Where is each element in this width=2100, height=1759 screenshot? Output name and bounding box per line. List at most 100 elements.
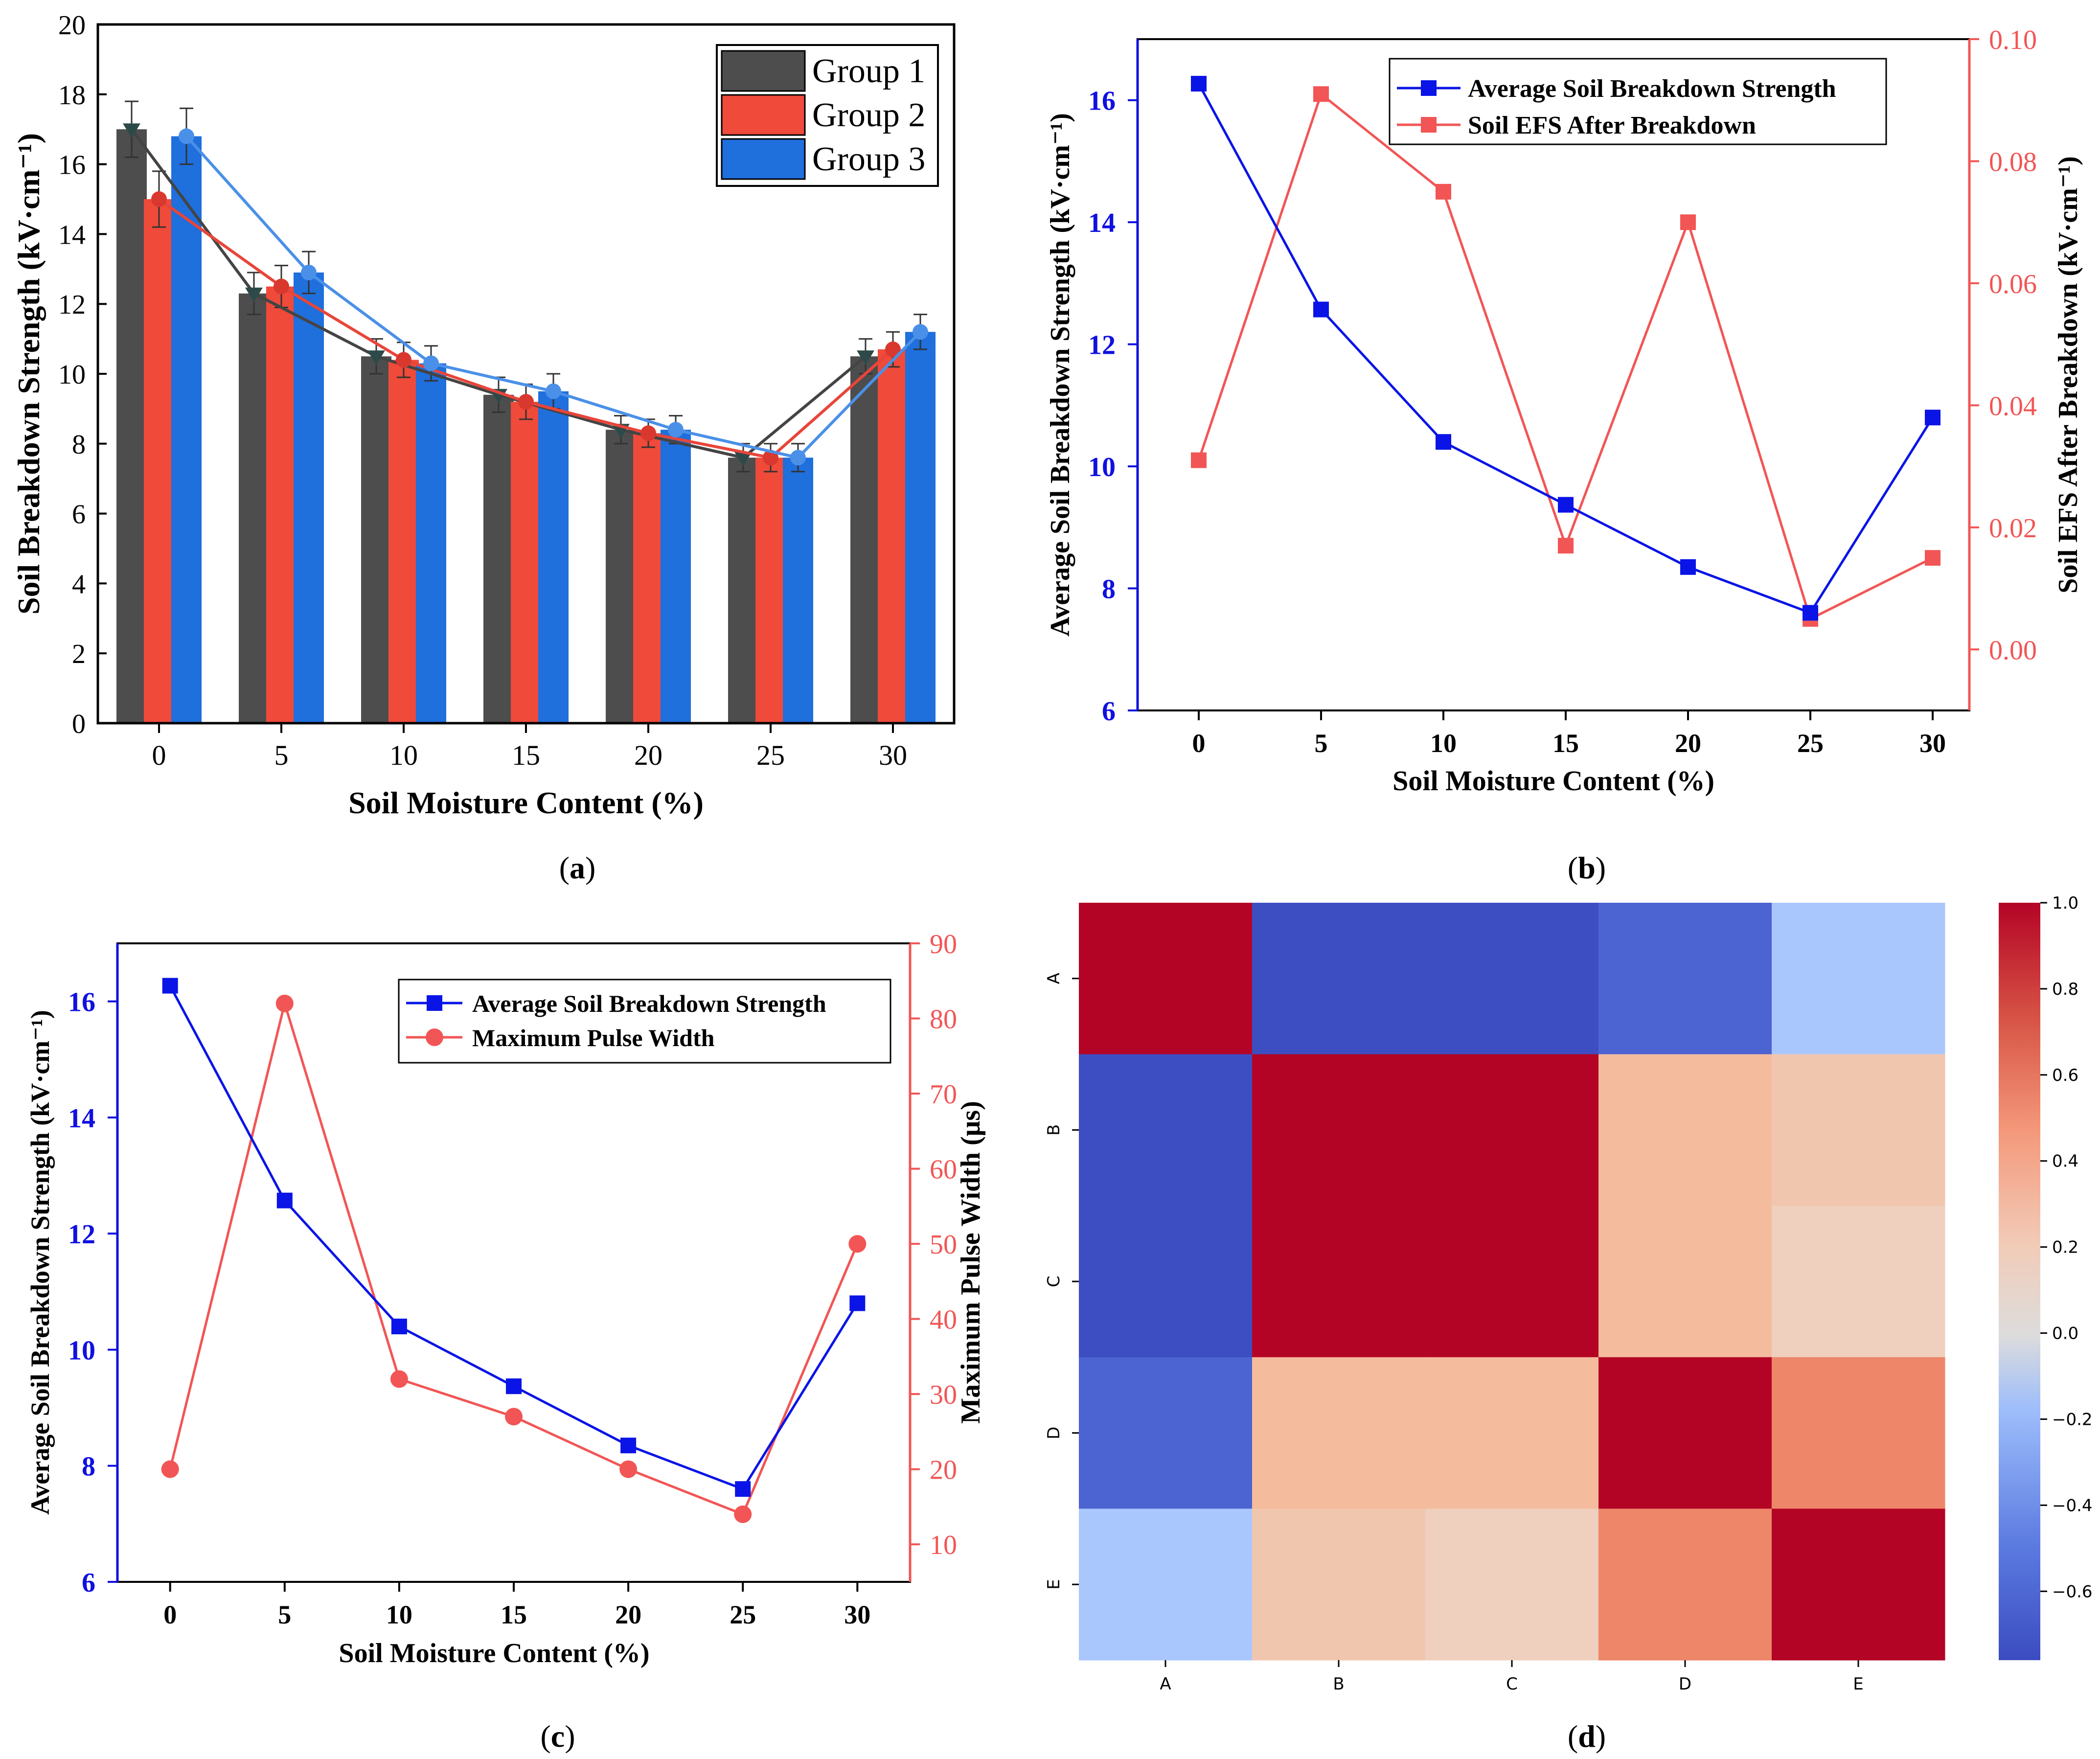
a-legend-swatch-group2 [721,94,806,136]
c-y-tick-label-right: 90 [930,929,957,959]
d-x-tick-label: E [1853,1674,1863,1694]
d-colorbar-tick-label: 0.4 [2052,1152,2078,1171]
c-y-tick-label-right: 70 [930,1079,957,1110]
c-blue-point [849,1295,866,1311]
d-cell-CA [1079,1206,1253,1358]
c-y-ticks-left: 6 8 10 12 14 16 [68,987,117,1598]
c-red-point [161,1460,179,1478]
d-cell-AD [1598,903,1772,1055]
b-red-point [1925,550,1940,566]
b-legend: Average Soil Breakdown Strength Soil EFS… [1389,58,1887,145]
d-cell-CC [1425,1206,1599,1358]
d-x-tick-label: D [1679,1674,1691,1694]
b-x-ticks: 0 5 10 15 20 25 30 [1192,710,1946,758]
a-x-tick-label: 25 [756,739,785,771]
d-colorbar-tick-label: 0.0 [2052,1324,2078,1344]
d-colorbar-tick-label: 1.0 [2052,893,2078,913]
d-cell-AC [1425,903,1599,1055]
c-x-tick-label: 30 [844,1600,870,1629]
a-bar-3-25 [783,457,813,723]
a-y-tick-label: 14 [58,220,86,250]
c-y-tick-label-left: 14 [68,1103,95,1134]
b-legend-label-blue: Average Soil Breakdown Strength [1468,75,1836,103]
a-point-group2 [885,342,901,358]
d-y-tick-label: C [1044,1276,1064,1287]
a-point-group3 [790,450,806,466]
a-y-tick-label: 8 [72,430,86,460]
a-bar-1-25 [728,457,758,723]
a-point-group3 [179,128,194,144]
d-colorbar-ticks: 1.0 0.8 0.6 0.4 0.2 0.0 −0.2 −0.4 −0.6 [2040,893,2093,1601]
a-bar-2-0 [144,199,174,723]
a-legend-swatch-group1 [721,50,806,92]
c-blue-point [506,1378,522,1394]
c-y-tick-label-right: 20 [930,1455,957,1485]
a-point-group3 [301,264,317,280]
d-x-tick-label: B [1333,1674,1344,1694]
c-y-axis-label-right: Maximum Pulse Width (μs) [956,1101,986,1424]
b-panel-label: (b) [1568,850,1606,885]
a-bar-3-15 [538,391,569,723]
c-y-tick-label-left: 12 [68,1219,95,1250]
c-y-tick-label-right: 60 [930,1155,957,1185]
a-legend-label-group1: Group 1 [812,52,925,90]
c-legend-marker-red [426,1028,443,1046]
b-y-tick-label-left: 6 [1102,696,1116,727]
d-x-tick-label: C [1506,1674,1518,1694]
d-heatmap-cells [1079,903,1945,1661]
c-red-point [848,1235,867,1253]
a-bar-2-10 [388,360,419,723]
b-y-tick-label-right: 0.10 [1989,25,2037,55]
b-blue-point [1558,497,1574,513]
b-y-tick-label-left: 10 [1088,452,1116,482]
c-x-tick-label: 15 [501,1600,527,1629]
b-y-tick-label-right: 0.04 [1989,391,2037,421]
b-y-tick-label-right: 0.02 [1989,513,2037,544]
panel-a: 0 2 4 6 8 10 12 14 16 18 20 0 5 10 15 20 25 30 Soil Mois… [11,10,956,885]
d-cell-CD [1598,1206,1772,1358]
b-x-tick-label: 30 [1919,729,1946,758]
a-bar-3-30 [905,332,936,723]
d-x-ticks: A B C D E [1160,1660,1864,1694]
b-legend-box [1389,58,1887,145]
a-x-tick-label: 0 [152,739,166,771]
d-cell-CE [1772,1206,1945,1358]
c-y-tick-label-right: 30 [930,1380,957,1410]
d-cell-BB [1252,1054,1426,1206]
a-y-tick-label: 0 [72,709,86,739]
c-x-tick-label: 20 [615,1600,641,1629]
b-x-tick-label: 15 [1552,729,1579,758]
d-cell-ED [1598,1508,1772,1661]
a-y-tick-label: 2 [72,639,86,669]
a-bar-2-5 [266,286,297,723]
a-bar-1-15 [483,394,514,723]
b-y-tick-label-right: 0.08 [1989,147,2037,177]
a-point-group2 [274,278,289,295]
a-panel-label: (a) [559,850,596,885]
d-colorbar-tick-label: 0.8 [2052,980,2078,999]
a-y-tick-label: 6 [72,500,86,530]
a-x-tick-label: 30 [879,739,907,771]
b-y-tick-label-right: 0.06 [1989,269,2037,299]
a-x-ticks: 0 5 10 15 20 25 30 [152,723,907,771]
c-legend: Average Soil Breakdown Strength Maximum … [398,979,891,1064]
a-legend-label-group3: Group 3 [812,140,925,178]
a-point-group2 [151,191,167,207]
c-legend-marker-blue [427,995,442,1011]
d-colorbar-tick-label: −0.4 [2052,1496,2093,1515]
a-point-group1 [857,350,874,366]
c-x-ticks: 0 5 10 15 20 25 30 [163,1582,870,1629]
c-y-tick-label-left: 6 [82,1568,95,1598]
b-y-tick-label-left: 12 [1088,330,1116,361]
d-y-tick-label: B [1044,1124,1064,1136]
c-lines [161,978,867,1523]
a-point-group2 [640,425,656,441]
c-panel-label: (c) [540,1719,575,1754]
b-blue-point [1191,76,1207,92]
b-x-tick-label: 0 [1192,729,1206,758]
a-y-tick-label: 16 [58,150,86,181]
panel-b: 6 8 10 12 14 16 0.00 0.02 0.04 0.06 0.08 0.10 0 5 10… [1045,25,2083,885]
a-bar-1-30 [850,356,881,723]
c-blue-point [620,1438,637,1454]
b-x-axis-label: Soil Moisture Content (%) [1392,765,1714,797]
